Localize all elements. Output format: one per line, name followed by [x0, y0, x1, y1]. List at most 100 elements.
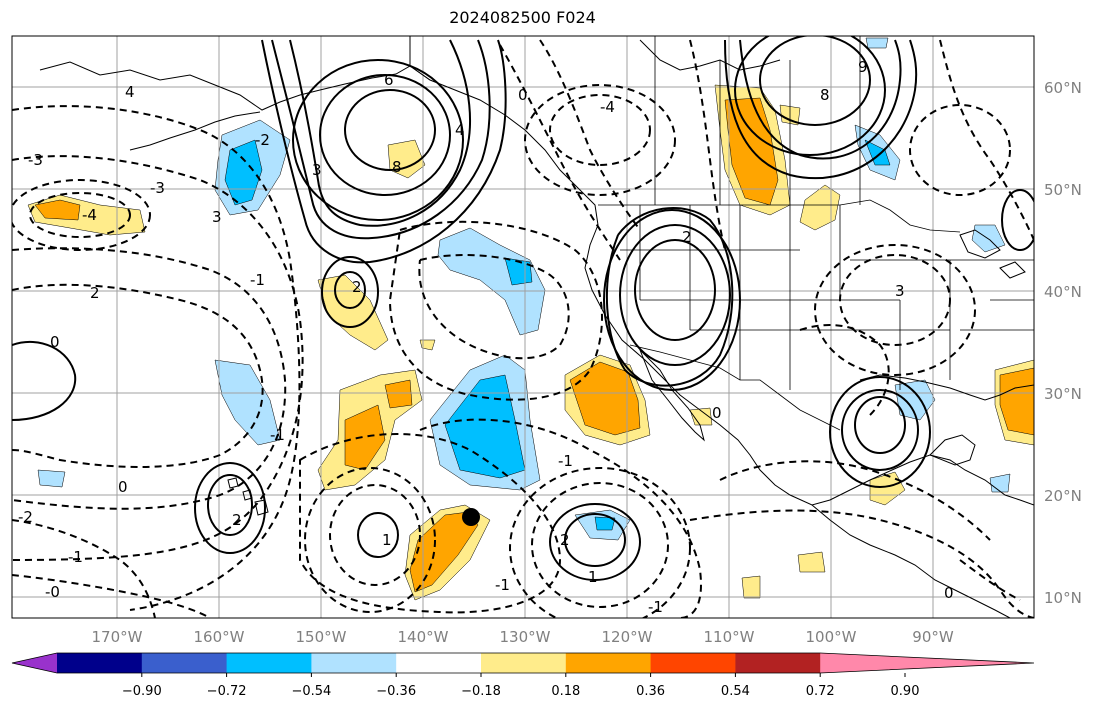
lon-tick-label: 160°W [194, 628, 245, 646]
contour-label: 2 [352, 278, 362, 296]
colorbar-tick-label: 0.54 [721, 684, 750, 699]
alaska-coast [39, 36, 411, 111]
shade-light-blue [437, 227, 546, 336]
lon-tick-label: 130°W [500, 628, 551, 646]
shade-orange [344, 404, 386, 471]
lon-tick-label: 170°W [92, 628, 143, 646]
shade-orange [569, 361, 641, 436]
hudson-area [639, 39, 781, 71]
colorbar-tick-label: −0.18 [461, 684, 501, 699]
colorbar-segment [141, 653, 228, 673]
negative-contours [12, 39, 1034, 618]
lon-tick-label: 90°W [912, 628, 954, 646]
great-lakes [959, 229, 1026, 279]
colorbar-segment [57, 653, 143, 673]
contour-label: 4 [455, 121, 465, 139]
shade-light-yellow [799, 184, 841, 231]
contour-label: -4 [82, 206, 97, 224]
colorbar-tick-label: −0.72 [207, 684, 247, 699]
shade-light-yellow [869, 471, 906, 506]
colorbar-segment [565, 653, 652, 673]
gulf-of-alaska-coast [409, 65, 1034, 506]
contour-label: -1 [495, 576, 510, 594]
contour-label: -0 [45, 583, 60, 601]
positive-contours [12, 36, 1034, 581]
contour-label: 6 [384, 71, 394, 89]
map-panel: 6 8 4 3 2 0 -2 -3 -4 3 -1 2 0 -3 9 8 3 -… [12, 36, 1034, 618]
contour-labels: 6 8 4 3 2 0 -2 -3 -4 3 -1 2 0 -3 9 8 3 -… [18, 58, 954, 616]
contour-label: 3 [312, 161, 322, 179]
lat-tick-label: 50°N [1044, 181, 1082, 199]
contour-label: 2 [90, 284, 100, 302]
coastlines [39, 36, 1034, 618]
contour-label: -1 [558, 452, 573, 470]
contour-label: 2 [232, 511, 242, 529]
contour-label: 0 [50, 333, 60, 351]
shade-light-yellow [387, 139, 426, 179]
baja-peninsula [639, 349, 705, 442]
lon-tick-label: 140°W [398, 628, 449, 646]
contour-label: 3 [895, 282, 905, 300]
shade-orange [34, 199, 81, 221]
contour-label: -2 [255, 131, 270, 149]
contour-label: 0 [118, 478, 128, 496]
contour-label: 3 [212, 208, 222, 226]
shade-light-yellow [741, 575, 761, 599]
shade-orange [999, 367, 1034, 436]
colorbar: −0.90 −0.72 −0.54 −0.36 −0.18 0.18 0.36 0.54 0.7… [11, 652, 1035, 699]
contour-label: 9 [858, 58, 868, 76]
colorbar-extend-low [12, 653, 57, 673]
colorbar-tick-label: −0.36 [376, 684, 416, 699]
colorbar-segment [481, 653, 567, 673]
canada-provinces [654, 36, 861, 205]
lon-tick-label: 110°W [704, 628, 755, 646]
colorbar-tick-label: −0.54 [291, 684, 331, 699]
shade-light-blue [865, 37, 889, 49]
political-borders [409, 36, 1034, 431]
yucatan [929, 434, 976, 466]
contour-label: -1 [250, 271, 265, 289]
contour-label: -3 [28, 151, 43, 169]
lon-tick-label: 120°W [602, 628, 653, 646]
gulf-coast [859, 374, 1034, 401]
colorbar-extend-high [820, 653, 1034, 673]
shade-blue [444, 374, 526, 479]
colorbar-segment [396, 653, 482, 673]
contour-label: 1 [382, 531, 392, 549]
lat-tick-label: 10°N [1044, 589, 1082, 607]
shade-light-yellow [419, 339, 436, 351]
lat-tick-label: 60°N [1044, 79, 1082, 97]
shading-layer [27, 37, 1034, 601]
colorbar-segment [311, 653, 397, 673]
map-frame [11, 35, 1035, 619]
contour-label: 2 [682, 228, 692, 246]
longitude-axis: 170°W 160°W 150°W 140°W 130°W 120°W 110°… [92, 628, 954, 646]
us-mexico-border [629, 344, 841, 431]
contour-label: -1 [648, 598, 663, 616]
colorbar-tick-label: −0.90 [122, 684, 162, 699]
contour-label: 8 [820, 86, 830, 104]
lat-tick-label: 40°N [1044, 283, 1082, 301]
aleutian-islands [129, 111, 261, 151]
lon-tick-label: 100°W [806, 628, 857, 646]
contour-label: -2 [18, 508, 33, 526]
contour-label: 0 [712, 404, 722, 422]
colorbar-segment [650, 653, 736, 673]
colorbar-segment [735, 653, 821, 673]
contour-label: 0 [944, 584, 954, 602]
shade-light-yellow [797, 551, 826, 573]
contour-label: 2 [560, 531, 570, 549]
colorbar-tick-label: 0.36 [636, 684, 665, 699]
lat-tick-label: 30°N [1044, 385, 1082, 403]
shade-orange [384, 379, 413, 409]
contour-label: -3 [150, 179, 165, 197]
contour-label: 8 [392, 158, 402, 176]
contour-label: 4 [125, 83, 135, 101]
colorbar-segment [226, 653, 312, 673]
lon-tick-label: 150°W [296, 628, 347, 646]
contour-label: -1 [270, 426, 285, 444]
lat-tick-label: 20°N [1044, 487, 1082, 505]
storm-center-marker [462, 508, 480, 526]
shade-orange [409, 511, 479, 593]
